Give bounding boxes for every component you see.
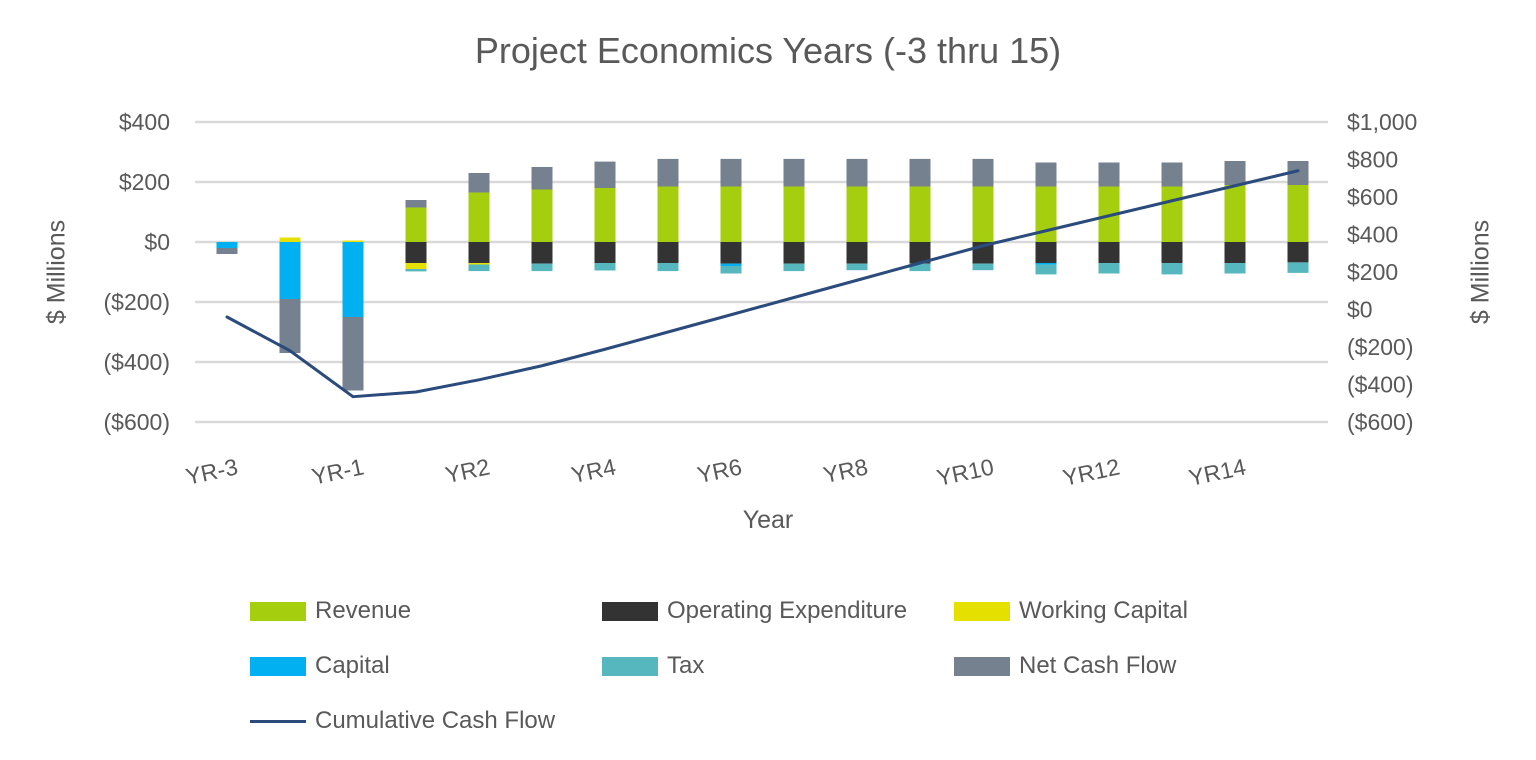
x-axis-tick-label: YR6 (695, 453, 744, 488)
x-axis-title: Year (742, 506, 794, 534)
bar-segment-net-cash-flow (594, 161, 616, 188)
right-axis-tick-label: $800 (1347, 147, 1398, 173)
bar-segment-working-capital (342, 240, 364, 242)
bar-segment-operating-expenditure (468, 242, 490, 263)
right-axis-tick-label: $600 (1347, 184, 1398, 210)
bar-segment-operating-expenditure (1287, 242, 1309, 263)
bar-segment-revenue (1287, 185, 1309, 242)
bar-segment-operating-expenditure (405, 242, 427, 263)
bar-segment-tax (531, 263, 553, 272)
left-axis-tick-label: $400 (119, 109, 170, 135)
right-axis-tick-label: ($600) (1347, 409, 1413, 435)
bar-segment-revenue (531, 189, 553, 242)
cumulative-cash-flow-line (225, 169, 1300, 399)
bar-segment-tax (1287, 262, 1309, 273)
bar-segment-net-cash-flow (405, 200, 427, 208)
bar-segment-operating-expenditure (531, 242, 553, 264)
bar-segment-tax (405, 269, 427, 272)
bar-segment-tax (1098, 263, 1120, 274)
bar-segment-revenue (1224, 185, 1246, 242)
bar-segment-capital (342, 242, 364, 317)
bar-segment-revenue (405, 207, 427, 242)
left-axis-tick-label: $200 (119, 169, 170, 195)
bar-segment-operating-expenditure (1098, 242, 1120, 263)
bar-segment-tax (783, 263, 805, 272)
bar-segment-capital (279, 242, 301, 299)
left-axis-tick-label: ($600) (104, 409, 170, 435)
bar-segment-capital (1035, 263, 1057, 265)
bar-segment-operating-expenditure (1224, 242, 1246, 263)
bar-segment-working-capital (279, 237, 301, 242)
bar-segment-revenue (846, 186, 868, 242)
bar-segment-tax (1035, 264, 1057, 275)
x-axis-tick-label: YR-3 (183, 453, 240, 489)
bar-segment-net-cash-flow (1224, 161, 1246, 185)
right-axis-tick-label: ($400) (1347, 372, 1413, 398)
bar-segment-revenue (1161, 186, 1183, 242)
bar-segment-revenue (594, 188, 616, 242)
bar-segment-tax (594, 263, 616, 271)
bar-segment-capital (216, 242, 238, 248)
bar-segment-tax (468, 264, 490, 272)
left-axis-tick-label: ($200) (104, 289, 170, 315)
bar-segment-net-cash-flow (1035, 162, 1057, 187)
bar-segment-net-cash-flow (531, 167, 553, 190)
bar-segment-revenue (657, 186, 679, 242)
bar-segment-operating-expenditure (1035, 242, 1057, 263)
bar-segment-operating-expenditure (846, 242, 868, 264)
bar-segment-net-cash-flow (846, 158, 868, 187)
x-axis-tick-label: YR2 (443, 453, 492, 488)
x-axis-tick-label: YR-1 (309, 453, 366, 489)
chart-title: Project Economics Years (-3 thru 15) (474, 30, 1062, 71)
bar-segment-tax (720, 266, 742, 274)
bar-segment-net-cash-flow (720, 158, 742, 187)
bar-segment-operating-expenditure (720, 242, 742, 264)
bar-segment-net-cash-flow (1161, 162, 1183, 187)
x-axis-tick-label: YR8 (821, 453, 870, 488)
bar-segment-tax (1224, 263, 1246, 274)
bar-segment-net-cash-flow (1287, 161, 1309, 185)
bar-segment-tax (846, 263, 868, 271)
x-axis-tick-label: YR14 (1186, 453, 1248, 490)
bar-segment-net-cash-flow (657, 158, 679, 187)
bar-segment-operating-expenditure (1161, 242, 1183, 263)
bar-segment-operating-expenditure (594, 242, 616, 263)
right-axis-tick-label: $400 (1347, 222, 1398, 248)
left-axis-tick-label: $0 (144, 229, 170, 255)
bar-segment-tax (1161, 263, 1183, 275)
bar-segment-tax (972, 263, 994, 271)
bar-segment-net-cash-flow (909, 158, 931, 187)
x-axis-tick-label: YR4 (569, 453, 618, 488)
right-axis-tick-label: ($200) (1347, 334, 1413, 360)
bar-segment-net-cash-flow (972, 158, 994, 187)
x-axis-tick-label: YR12 (1060, 453, 1122, 490)
bar-segment-net-cash-flow (468, 173, 490, 193)
bar-segment-capital (720, 263, 742, 266)
bar-segment-net-cash-flow (1098, 162, 1120, 187)
bar-segment-revenue (972, 186, 994, 242)
x-axis-tick-label: YR10 (934, 453, 996, 490)
bar-segment-operating-expenditure (657, 242, 679, 263)
bar-segment-tax (657, 263, 679, 272)
bar-segment-revenue (909, 186, 931, 242)
right-axis-tick-label: $0 (1347, 297, 1373, 323)
left-axis-tick-label: ($400) (104, 349, 170, 375)
bar-segment-revenue (783, 186, 805, 242)
bar-segment-net-cash-flow (783, 158, 805, 187)
bar-segment-revenue (720, 186, 742, 242)
bar-segment-net-cash-flow (279, 299, 301, 353)
bar-segment-net-cash-flow (342, 317, 364, 391)
bar-segment-tax (909, 263, 931, 272)
bar-segment-net-cash-flow (216, 248, 238, 254)
bar-segment-revenue (468, 192, 490, 242)
bar-segment-operating-expenditure (783, 242, 805, 264)
bar-segment-operating-expenditure (909, 242, 931, 264)
bar-segment-working-capital (405, 263, 427, 269)
right-axis-tick-label: $1,000 (1347, 109, 1417, 135)
right-axis-tick-label: $200 (1347, 259, 1398, 285)
bar-segment-working-capital (468, 263, 490, 265)
